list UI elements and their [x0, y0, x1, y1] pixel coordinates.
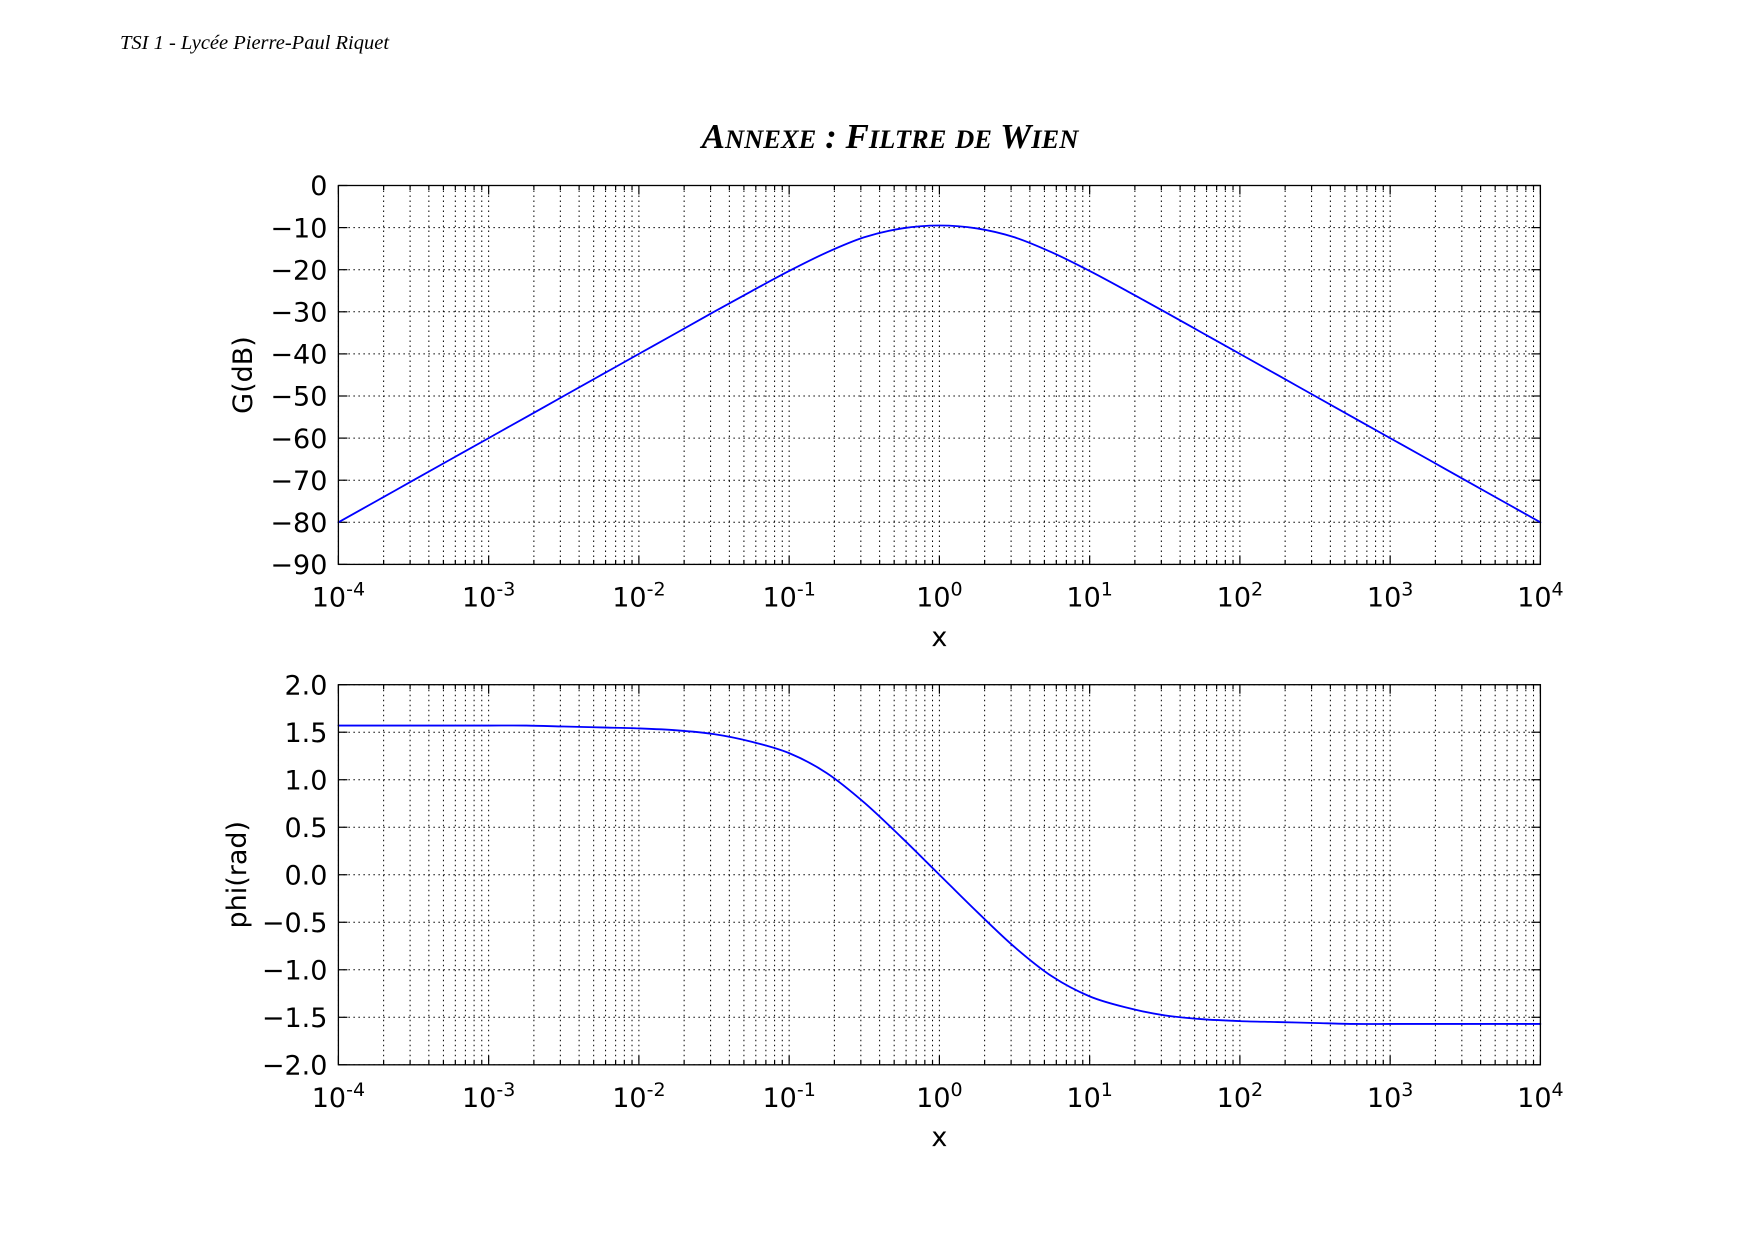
phase-y-tick-label: −2.0	[262, 1051, 328, 1082]
x-tick-label-base: 10	[1517, 1083, 1551, 1114]
x-tick-label-exponent: -1	[797, 1079, 816, 1101]
x-tick-label-base: 10	[1367, 583, 1401, 614]
gain-y-tick-label: −80	[270, 508, 327, 539]
phase-x-tick-label: 10-2	[612, 1079, 665, 1114]
x-tick-label-exponent: 0	[951, 1079, 963, 1101]
x-tick-label-base: 10	[762, 583, 796, 614]
phase-x-tick-label: 103	[1367, 1079, 1413, 1114]
page-title-part: ILTRE	[868, 124, 947, 154]
phase-y-tick-label: 2.0	[284, 670, 327, 701]
x-tick-label-base: 10	[1367, 1083, 1401, 1114]
page-title-part: A	[701, 117, 725, 156]
gain-x-tick-label: 103	[1367, 579, 1413, 614]
phase-y-tick-label: −1.0	[262, 955, 328, 986]
gain-y-tick-label: −20	[270, 255, 327, 286]
x-tick-label-base: 10	[462, 1083, 496, 1114]
phase-x-tick-label: 100	[916, 1079, 962, 1114]
gain-x-tick-label: 10-3	[462, 579, 515, 614]
page-title-part: :	[825, 117, 837, 156]
gain-y-tick-label: −60	[270, 424, 327, 455]
x-tick-label-base: 10	[312, 583, 346, 614]
gain-y-tick-label: −50	[270, 382, 327, 413]
x-tick-label-exponent: 2	[1251, 579, 1263, 601]
x-tick-label-base: 10	[312, 1083, 346, 1114]
x-tick-label-base: 10	[1066, 583, 1100, 614]
x-tick-label-base: 10	[916, 1083, 950, 1114]
page-title-part: F	[845, 117, 869, 156]
gain-grid	[337, 185, 1541, 565]
gain-axes-frame	[337, 184, 1542, 566]
gain-series-line	[337, 224, 1542, 524]
page-title-part: IEN	[1031, 124, 1079, 154]
x-tick-label-base: 10	[462, 583, 496, 614]
phase-y-tick-label: 0.0	[284, 860, 327, 891]
x-tick-label-exponent: 1	[1101, 1079, 1113, 1101]
x-tick-label-exponent: 1	[1101, 579, 1113, 601]
gain-tick-marks	[337, 184, 1542, 566]
phase-y-tick-label: 0.5	[284, 813, 327, 844]
phase-y-tick-label: 1.5	[284, 718, 327, 749]
gain-plot: x G(dB) 10-4 10-3 10-2 10-1 100 101 102 103 1040…	[228, 171, 1564, 653]
x-tick-label-exponent: 3	[1401, 579, 1413, 601]
x-tick-label-base: 10	[1066, 1083, 1100, 1114]
x-tick-label-base: 10	[1517, 583, 1551, 614]
x-tick-label-base: 10	[1217, 583, 1251, 614]
x-tick-label-exponent: -1	[797, 579, 816, 601]
gain-x-axis-label: x	[931, 622, 947, 653]
gain-x-tick-label: 101	[1066, 579, 1112, 614]
phase-x-tick-label: 10-4	[312, 1079, 365, 1114]
phase-axes-frame	[337, 684, 1542, 1066]
gain-tick-labels: 10-4 10-3 10-2 10-1 100 101 102 103 1040−10−20−3…	[270, 171, 1563, 613]
phase-y-tick-label: −1.5	[262, 1003, 328, 1034]
phase-x-tick-label: 102	[1217, 1079, 1263, 1114]
x-tick-label-base: 10	[916, 583, 950, 614]
gain-y-tick-label: −40	[270, 340, 327, 371]
phase-y-tick-label: 1.0	[284, 765, 327, 796]
gain-x-tick-label: 104	[1517, 579, 1563, 614]
x-tick-label-exponent: 0	[951, 579, 963, 601]
x-tick-label-base: 10	[612, 1083, 646, 1114]
x-tick-label-base: 10	[612, 583, 646, 614]
phase-y-tick-label: −0.5	[262, 908, 328, 939]
gain-x-tick-label: 10-1	[762, 579, 815, 614]
phase-x-tick-label: 10-3	[462, 1079, 515, 1114]
gain-x-tick-label: 10-4	[312, 579, 365, 614]
gain-y-tick-label: −70	[270, 466, 327, 497]
phase-x-tick-label: 104	[1517, 1079, 1563, 1114]
x-tick-label-base: 10	[762, 1083, 796, 1114]
x-tick-label-base: 10	[1217, 1083, 1251, 1114]
gain-x-tick-label: 10-2	[612, 579, 665, 614]
x-tick-label-exponent: -2	[647, 1079, 666, 1101]
phase-x-tick-label: 101	[1066, 1079, 1112, 1114]
gain-x-tick-label: 100	[916, 579, 962, 614]
x-tick-label-exponent: -4	[346, 1079, 365, 1101]
phase-tick-labels: 10-4 10-3 10-2 10-1 100 101 102 103 1042.01.51.0…	[262, 670, 1564, 1114]
x-tick-label-exponent: -3	[496, 1079, 515, 1101]
x-tick-label-exponent: -3	[496, 579, 515, 601]
phase-y-axis-label: phi(rad)	[222, 821, 253, 929]
gain-y-axis-label: G(dB)	[228, 336, 259, 414]
x-tick-label-exponent: 3	[1401, 1079, 1413, 1101]
x-tick-label-exponent: 4	[1552, 579, 1564, 601]
phase-plot: x phi(rad) 10-4 10-3 10-2 10-1 100 101 102 103 1…	[222, 670, 1564, 1153]
x-tick-label-exponent: 2	[1251, 1079, 1263, 1101]
page-title-part: DE	[955, 124, 992, 154]
gain-x-tick-label: 102	[1217, 579, 1263, 614]
page-title-part: NNEXE	[725, 124, 817, 154]
gain-y-tick-label: −90	[270, 550, 327, 581]
gain-y-tick-label: −30	[270, 298, 327, 329]
x-tick-label-exponent: -4	[346, 579, 365, 601]
page-title: ANNEXE : FILTRE DE WIEN	[590, 117, 1190, 159]
page-header: TSI 1 - Lycée Pierre-Paul Riquet	[120, 32, 390, 54]
page-title-part: W	[1000, 117, 1032, 156]
phase-series-line	[337, 724, 1542, 1025]
phase-x-tick-label: 10-1	[762, 1079, 815, 1114]
gain-y-tick-label: −10	[270, 213, 327, 244]
x-tick-label-exponent: 4	[1552, 1079, 1564, 1101]
phase-x-axis-label: x	[931, 1122, 947, 1153]
x-tick-label-exponent: -2	[647, 579, 666, 601]
gain-y-tick-label: 0	[310, 171, 327, 202]
